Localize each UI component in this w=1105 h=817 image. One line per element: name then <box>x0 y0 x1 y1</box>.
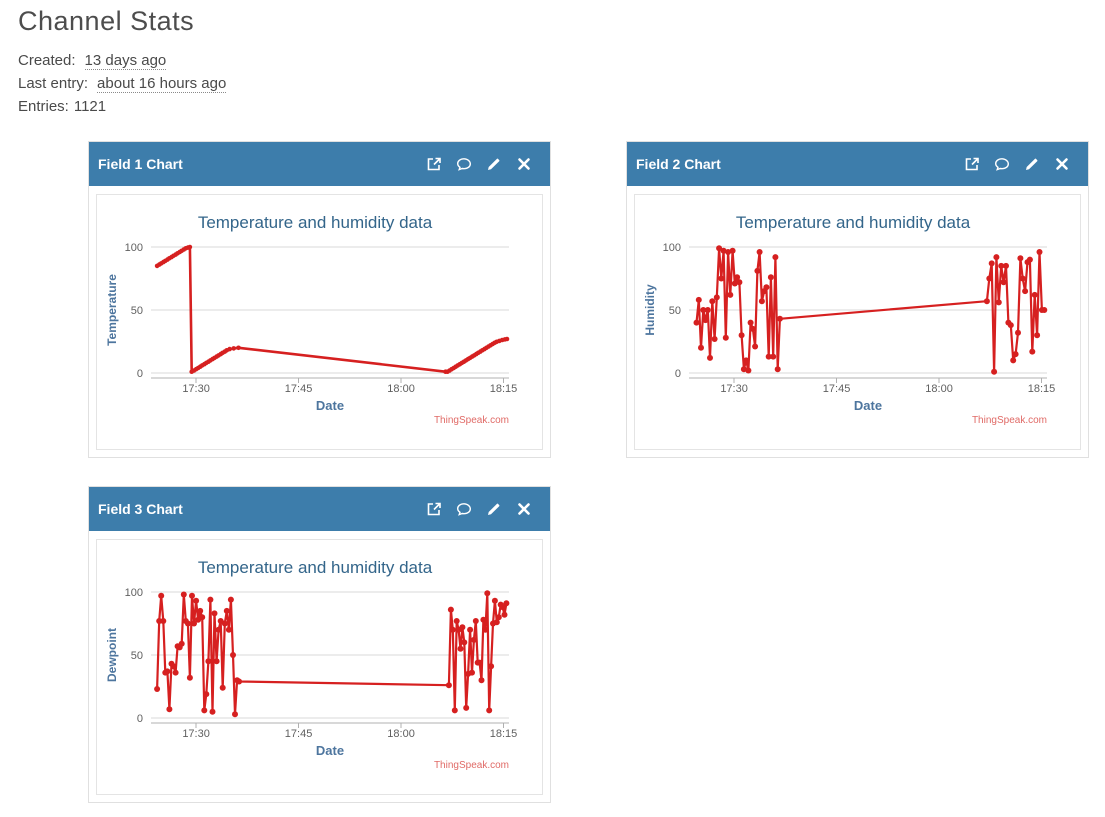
chart-canvas: Temperature and humidity data 0 50 100 17:30… <box>643 213 1056 426</box>
svg-text:17:30: 17:30 <box>720 383 748 395</box>
close-icon <box>1056 158 1068 170</box>
svg-text:0: 0 <box>137 713 143 725</box>
page-title: Channel Stats <box>18 6 195 36</box>
svg-text:18:15: 18:15 <box>1028 383 1056 395</box>
field1-chart-panel: Field 1 Chart Temperature and humidity d… <box>88 141 551 458</box>
panel-title: Field 1 Chart <box>98 156 183 172</box>
last-entry-row: Last entry: about 16 hours ago <box>18 72 1105 95</box>
svg-text:Temperature and humidity data: Temperature and humidity data <box>198 213 433 232</box>
svg-text:Humidity: Humidity <box>643 284 657 336</box>
entries-row: Entries: 1121 <box>18 95 1105 118</box>
svg-text:17:30: 17:30 <box>182 383 210 395</box>
panel-actions <box>426 501 532 517</box>
svg-text:Temperature: Temperature <box>105 274 119 346</box>
created-label: Created: <box>18 52 76 69</box>
svg-text:100: 100 <box>125 587 143 599</box>
close-icon <box>518 503 530 515</box>
field2-chart: Temperature and humidity data 0 50 100 17:30… <box>634 194 1081 450</box>
edit-button[interactable] <box>486 501 502 517</box>
comment-icon <box>456 158 472 171</box>
field1-chart: Temperature and humidity data 0 50 100 17:30… <box>96 194 543 450</box>
panel-title: Field 2 Chart <box>636 156 721 172</box>
field1-panel-header: Field 1 Chart <box>89 142 550 186</box>
svg-text:17:45: 17:45 <box>285 728 313 740</box>
svg-text:18:15: 18:15 <box>490 728 518 740</box>
edit-button[interactable] <box>486 156 502 172</box>
panel-actions <box>426 156 532 172</box>
field3-panel-header: Field 3 Chart <box>89 487 550 531</box>
external-link-button[interactable] <box>426 156 442 172</box>
panel-title: Field 3 Chart <box>98 501 183 517</box>
svg-text:100: 100 <box>663 242 681 254</box>
entries-label: Entries: <box>18 98 69 115</box>
close-icon <box>518 158 530 170</box>
svg-text:50: 50 <box>669 305 681 317</box>
field3-chart-panel: Field 3 Chart Temperature and humidity d… <box>88 486 551 803</box>
svg-text:Date: Date <box>316 743 344 758</box>
chart-panels-grid: Field 1 Chart Temperature and humidity d… <box>88 141 1089 803</box>
field2-chart-panel: Field 2 Chart Temperature and humidity d… <box>626 141 1089 458</box>
svg-text:18:15: 18:15 <box>490 383 518 395</box>
close-button[interactable] <box>1054 156 1070 172</box>
svg-text:ThingSpeak.com: ThingSpeak.com <box>972 415 1047 426</box>
svg-text:18:00: 18:00 <box>387 728 415 740</box>
svg-text:17:45: 17:45 <box>823 383 851 395</box>
field2-panel-header: Field 2 Chart <box>627 142 1088 186</box>
external-link-icon <box>427 502 441 516</box>
created-row: Created: 13 days ago <box>18 49 1105 72</box>
svg-text:50: 50 <box>131 650 143 662</box>
edit-icon <box>1026 158 1038 170</box>
comment-icon <box>994 158 1010 171</box>
svg-text:Dewpoint: Dewpoint <box>105 628 119 682</box>
svg-text:ThingSpeak.com: ThingSpeak.com <box>434 760 509 771</box>
svg-text:Temperature and humidity data: Temperature and humidity data <box>736 213 971 232</box>
last-entry-label: Last entry: <box>18 75 89 92</box>
edit-button[interactable] <box>1024 156 1040 172</box>
close-button[interactable] <box>516 156 532 172</box>
panel-body: Temperature and humidity data 0 50 100 17:30… <box>627 186 1088 458</box>
svg-text:50: 50 <box>131 305 143 317</box>
svg-text:ThingSpeak.com: ThingSpeak.com <box>434 415 509 426</box>
svg-text:100: 100 <box>125 242 143 254</box>
svg-text:Date: Date <box>854 398 882 413</box>
panel-actions <box>964 156 1070 172</box>
channel-stats-header: Channel Stats Created: 13 days ago Last e… <box>0 0 1105 118</box>
svg-text:Temperature and humidity data: Temperature and humidity data <box>198 558 433 577</box>
svg-text:0: 0 <box>675 368 681 380</box>
external-link-icon <box>427 157 441 171</box>
external-link-icon <box>965 157 979 171</box>
last-entry-value: about 16 hours ago <box>97 75 227 93</box>
svg-text:18:00: 18:00 <box>925 383 953 395</box>
chart-canvas: Temperature and humidity data 0 50 100 17:30… <box>105 213 518 426</box>
panel-body: Temperature and humidity data 0 50 100 17:30… <box>89 531 550 803</box>
edit-icon <box>488 158 500 170</box>
svg-text:Date: Date <box>316 398 344 413</box>
svg-text:17:45: 17:45 <box>285 383 313 395</box>
comment-icon <box>456 503 472 516</box>
svg-text:17:30: 17:30 <box>182 728 210 740</box>
external-link-button[interactable] <box>426 501 442 517</box>
comment-button[interactable] <box>994 156 1010 172</box>
edit-icon <box>488 503 500 515</box>
chart-canvas: Temperature and humidity data 0 50 100 17:30… <box>105 558 518 771</box>
entries-value: 1121 <box>73 98 107 115</box>
panel-body: Temperature and humidity data 0 50 100 17:30… <box>89 186 550 458</box>
created-value: 13 days ago <box>84 52 167 70</box>
comment-button[interactable] <box>456 501 472 517</box>
close-button[interactable] <box>516 501 532 517</box>
external-link-button[interactable] <box>964 156 980 172</box>
comment-button[interactable] <box>456 156 472 172</box>
field3-chart: Temperature and humidity data 0 50 100 17:30… <box>96 539 543 795</box>
svg-text:18:00: 18:00 <box>387 383 415 395</box>
svg-text:0: 0 <box>137 368 143 380</box>
